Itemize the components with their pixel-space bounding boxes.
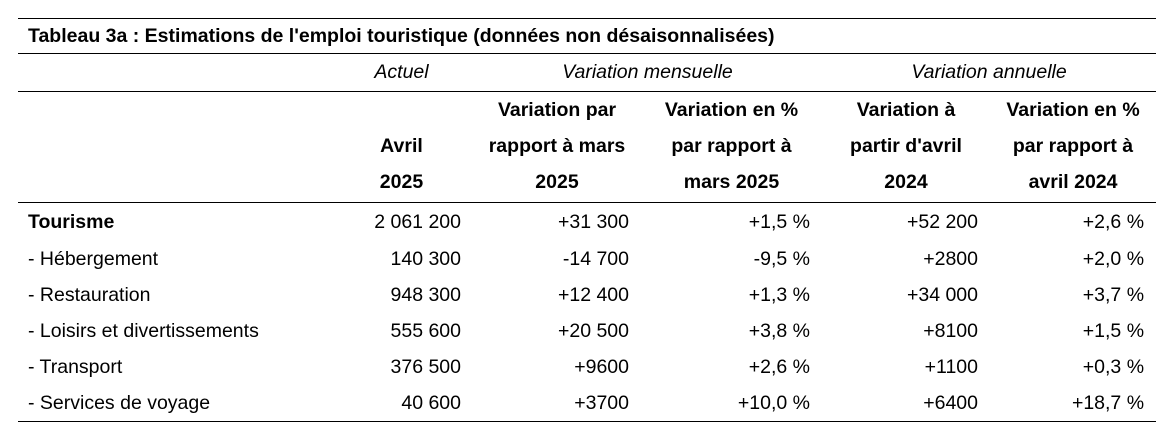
group-header-annual: Variation annuelle xyxy=(822,53,1157,92)
cell-actual: 140 300 xyxy=(390,247,462,270)
cell-annual-change: +1100 xyxy=(924,355,978,378)
table-row: - Transport 376 500 +9600 +2,6 % +1100 +… xyxy=(18,349,1156,385)
column-header-row: Avril 2025 Variation par rapport à mars … xyxy=(18,91,1157,203)
cell-monthly-change: +31 300 xyxy=(557,210,629,233)
table-row: Tourisme 2 061 200 +31 300 +1,5 % +52 20… xyxy=(18,203,1156,242)
column-header-empty xyxy=(18,91,330,203)
cell-monthly-pct: +1,5 % xyxy=(748,210,810,233)
column-header-annual-pct: Variation en % par rapport à avril 2024 xyxy=(990,91,1157,203)
table-title: Tableau 3a : Estimations de l'emploi tou… xyxy=(18,18,1157,54)
cell-monthly-change: -14 700 xyxy=(562,247,629,270)
cell-annual-change: +34 000 xyxy=(906,283,978,306)
row-label: - Services de voyage xyxy=(18,385,330,422)
column-header-annual-change: Variation à partir d'avril 2024 xyxy=(822,91,990,203)
cell-annual-change: +6400 xyxy=(822,385,990,422)
cell-annual-pct: +0,3 % xyxy=(1082,355,1145,378)
column-header-actual: Avril 2025 xyxy=(330,91,473,203)
row-label: - Hébergement xyxy=(28,247,159,270)
tourism-employment-table: Tableau 3a : Estimations de l'emploi tou… xyxy=(18,18,1157,422)
column-header-monthly-change: Variation par rapport à mars 2025 xyxy=(473,91,641,203)
cell-annual-change: +2800 xyxy=(923,247,978,270)
group-header-monthly: Variation mensuelle xyxy=(473,53,822,92)
cell-annual-pct: +2,0 % xyxy=(1082,247,1145,270)
group-header-empty xyxy=(18,53,330,92)
group-header-row: Actuel Variation mensuelle Variation ann… xyxy=(18,53,1157,92)
cell-actual: 40 600 xyxy=(330,385,473,422)
cell-actual: 555 600 xyxy=(390,319,462,342)
table-row: - Restauration 948 300 +12 400 +1,3 % +3… xyxy=(18,277,1156,313)
cell-monthly-change: +9600 xyxy=(574,355,629,378)
table-row: - Loisirs et divertissements 555 600 +20… xyxy=(18,313,1156,349)
cell-monthly-change: +3700 xyxy=(473,385,641,422)
cell-monthly-pct: -9,5 % xyxy=(753,247,810,270)
cell-monthly-pct: +2,6 % xyxy=(748,355,810,378)
row-label: - Restauration xyxy=(28,283,151,306)
column-header-monthly-pct: Variation en % par rapport à mars 2025 xyxy=(641,91,822,203)
cell-monthly-pct: +10,0 % xyxy=(641,385,822,422)
cell-actual: 376 500 xyxy=(390,355,462,378)
cell-annual-change: +8100 xyxy=(923,319,978,342)
cell-annual-change: +52 200 xyxy=(906,210,978,233)
cell-actual: 2 061 200 xyxy=(374,210,461,233)
table-row: - Hébergement 140 300 -14 700 -9,5 % +28… xyxy=(18,241,1156,277)
cell-actual: 948 300 xyxy=(390,283,462,306)
group-header-actual: Actuel xyxy=(330,53,473,92)
row-label: Tourisme xyxy=(28,210,115,233)
cell-monthly-change: +12 400 xyxy=(557,283,629,306)
row-label: - Loisirs et divertissements xyxy=(28,319,259,342)
cell-annual-pct: +3,7 % xyxy=(1082,283,1145,306)
row-label: - Transport xyxy=(28,355,123,378)
cell-annual-pct: +2,6 % xyxy=(1082,210,1145,233)
cell-annual-pct: +1,5 % xyxy=(1082,319,1145,342)
table-row: - Services de voyage 40 600 +3700 +10,0 … xyxy=(18,385,1157,422)
cell-annual-pct: +18,7 % xyxy=(990,385,1157,422)
cell-monthly-pct: +1,3 % xyxy=(748,283,810,306)
table-title-row: Tableau 3a : Estimations de l'emploi tou… xyxy=(18,18,1157,54)
cell-monthly-change: +20 500 xyxy=(557,319,629,342)
cell-monthly-pct: +3,8 % xyxy=(748,319,810,342)
